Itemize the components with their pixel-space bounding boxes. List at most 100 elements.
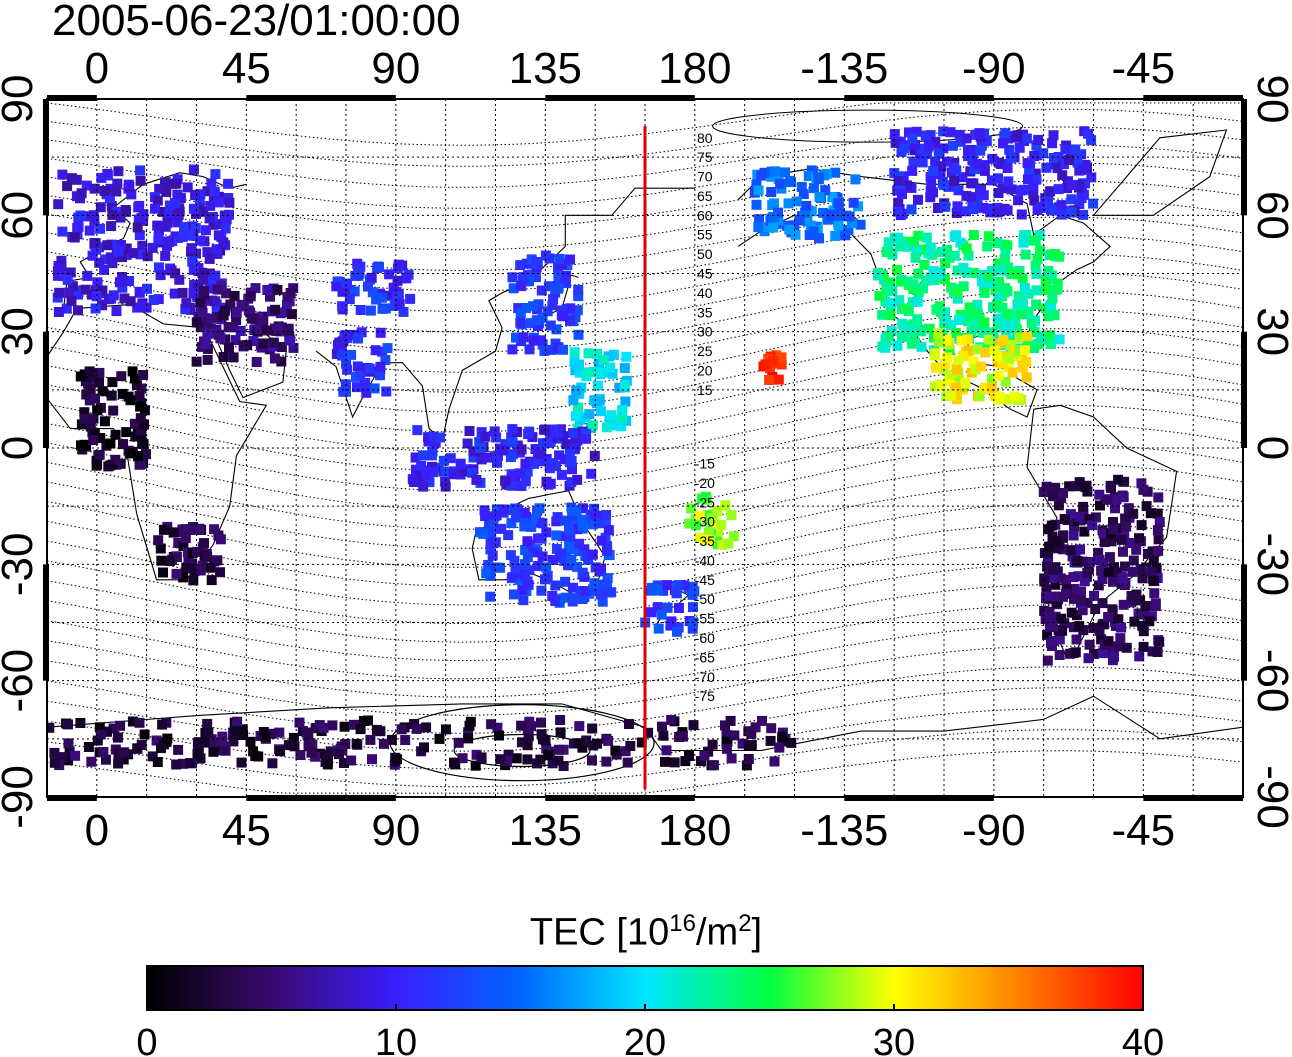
tec-cell [541,527,552,538]
tec-cell [1045,186,1056,197]
tec-cell [899,143,910,154]
tec-cell [476,454,487,465]
tec-cell [666,715,677,725]
tec-cell [219,305,230,316]
tec-cell [893,175,904,186]
tec-cell [924,323,935,334]
tec-cell [940,201,951,212]
tec-cell [440,481,451,492]
tec-cell [171,759,182,770]
tec-cell [185,229,196,240]
tec-cell [363,281,373,292]
tec-cell [405,293,416,304]
tec-cell [1054,334,1065,345]
tec-cell [134,200,145,211]
tec-cell [211,244,222,255]
tec-cell [556,259,567,270]
tec-cell [597,596,608,607]
tec-cell [509,589,519,600]
tec-cell [195,565,206,576]
tec-cell [1028,189,1039,199]
tec-cell [1029,327,1040,338]
tec-cell [660,756,670,767]
tec-cell [994,157,1005,168]
tec-cell [573,329,584,340]
frame-bar-top [844,95,994,101]
tec-cell [1047,138,1058,149]
tec-cell [1079,526,1090,537]
tec-cell [1118,492,1129,503]
tec-cell [270,304,281,315]
tec-cell [564,447,575,458]
tec-cell [595,406,606,417]
tec-cell [1089,648,1100,659]
tec-cell [658,585,669,596]
tec-cell [272,284,283,295]
colorbar-tick-label: 40 [1122,1022,1164,1057]
tec-cell [111,306,122,317]
tec-cell [536,533,547,544]
tec-cell [766,171,777,182]
tec-cell [1076,586,1086,597]
tec-cell [565,457,576,468]
tec-cell [945,127,956,138]
tec-cell [110,454,121,465]
tec-cell [487,550,498,561]
tec-cell [976,140,987,151]
tec-cell [661,580,672,591]
tec-cell [961,190,972,201]
tec-cell [1048,636,1059,646]
tec-cell [1103,612,1114,623]
tec-cell [574,546,585,557]
tec-cell [1111,567,1122,578]
tec-cell [136,459,147,469]
tec-cell [258,338,268,349]
tec-cell [506,518,517,529]
tec-cell [720,720,730,731]
tec-cell [1107,655,1118,666]
tec-cell [695,511,706,521]
tec-cell [511,332,521,343]
tec-cell [1084,639,1095,650]
tec-cell [270,323,280,334]
tec-cell [106,390,117,401]
tec-cell [589,503,600,514]
tec-cell [1041,481,1052,492]
tec-cell [894,295,905,306]
tec-cell [537,312,548,323]
tec-cell [411,464,421,475]
tec-cell [907,133,918,144]
tec-cell [1007,367,1018,378]
tec-cell [589,395,600,406]
tec-cell [766,723,777,734]
tec-cell [96,172,107,183]
tec-cell [1094,489,1105,500]
tec-cell [133,214,144,225]
tec-cell [89,429,100,439]
tec-cell [1153,534,1164,545]
tec-cell [568,544,579,555]
tec-cell [57,752,68,763]
bottom-lon-tick-label: -135 [800,806,888,855]
tec-cell [421,469,432,480]
tec-cell [183,553,194,564]
tec-cell [511,512,522,523]
tec-cell [621,351,632,362]
tec-cell [565,254,575,265]
tec-cell [1041,584,1052,595]
tec-cell [955,237,966,248]
colorbar-label-exponent: 16 [669,910,696,937]
tec-cell [337,350,347,361]
contour-label: -60 [695,630,715,646]
colorbar-label-unit: /m [695,911,739,954]
tec-cell [85,383,96,394]
tec-cell [134,391,145,401]
tec-cell [679,580,690,591]
tec-cell [172,217,183,228]
tec-cell [592,510,603,521]
tec-cell [212,555,223,566]
tec-cell [188,203,199,214]
tec-cell [152,195,163,206]
tec-cell [883,244,894,255]
tec-cell [587,519,598,530]
